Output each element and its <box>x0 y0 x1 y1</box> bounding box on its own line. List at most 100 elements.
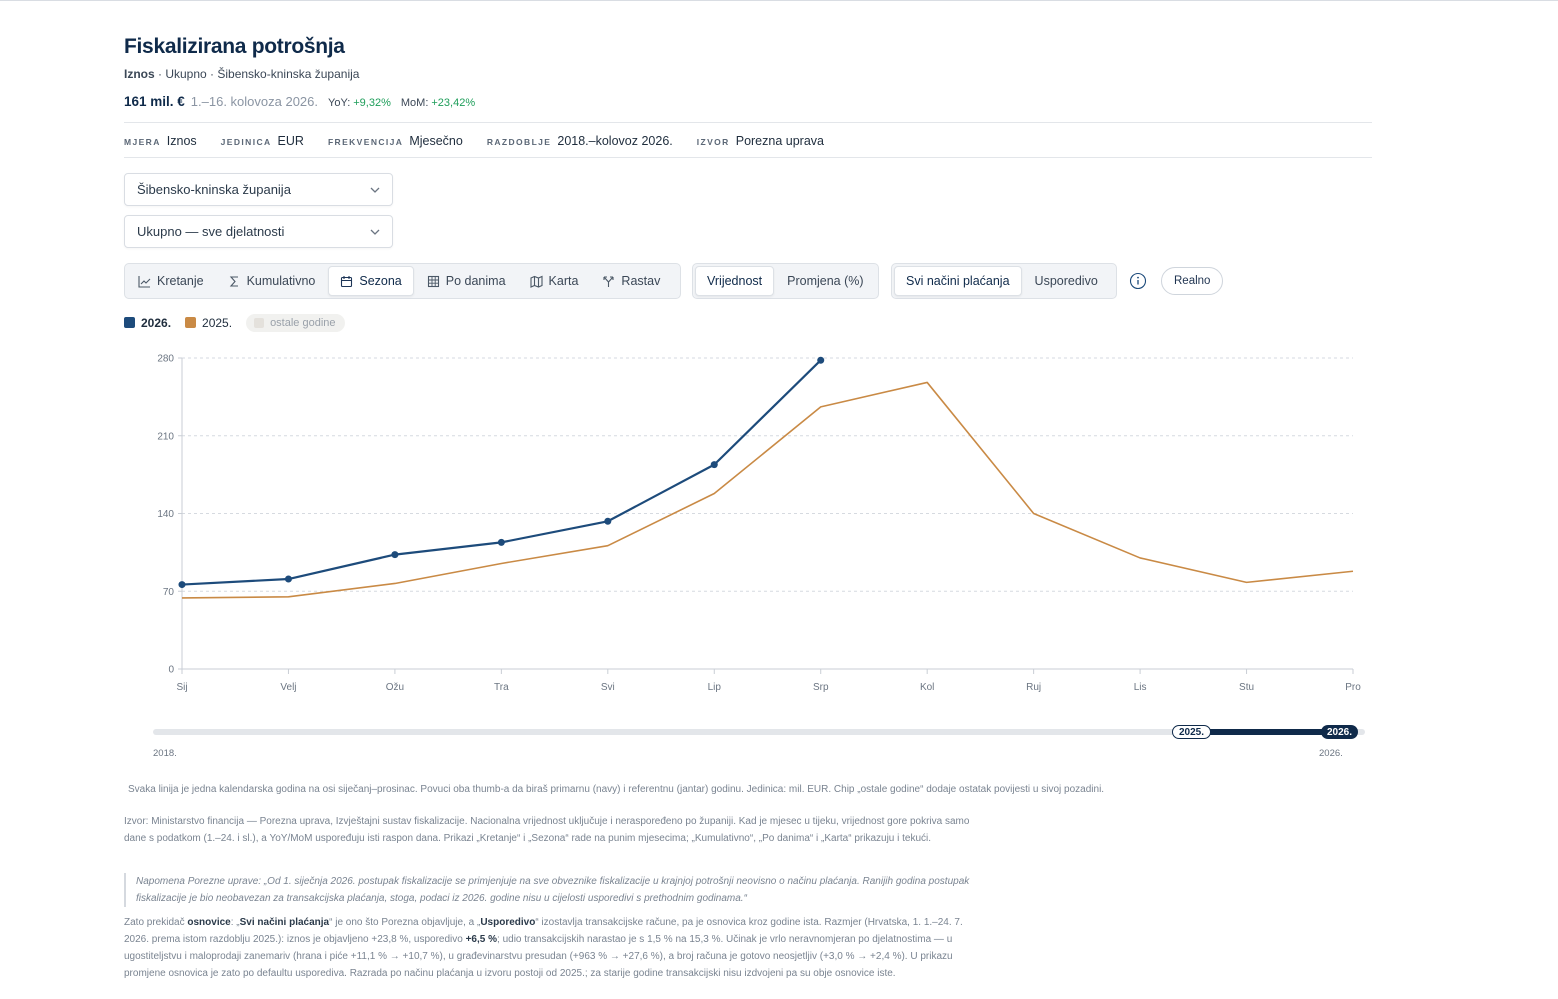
region-select[interactable]: Šibensko-kninska županija <box>124 173 393 206</box>
divider <box>124 122 1372 123</box>
meta-label: MJERA <box>124 137 161 147</box>
divider <box>124 157 1372 158</box>
info-icon[interactable] <box>1129 272 1147 290</box>
text-run: “ izostavlja transakcijske račune, pa je… <box>124 917 963 945</box>
tab-label: Vrijednost <box>707 274 763 288</box>
legend-label: 2026. <box>141 316 172 330</box>
meta-row: MJERA Iznos JEDINICA EUR FREKVENCIJA Mjesečno… <box>124 134 824 148</box>
series-point <box>284 575 292 583</box>
text-run: · Ukupno · Šibensko-kninska županija <box>154 67 360 81</box>
text-run: +6,5 % <box>465 934 498 945</box>
real-button[interactable]: Realno <box>1161 267 1224 295</box>
meta-item: IZVOR Porezna uprava <box>697 134 824 148</box>
meta-item: FREKVENCIJA Mjesečno <box>328 134 463 148</box>
text-run: Iznos <box>124 67 155 81</box>
x-tick-label: Pro <box>1345 682 1361 693</box>
icon <box>229 275 238 287</box>
slider-thumb[interactable]: 2025. <box>1172 725 1212 739</box>
tab-label: Rastav <box>621 274 661 288</box>
tab-label: Karta <box>548 274 579 288</box>
basis-note: Zato prekidač osnovice: „Svi načini plać… <box>124 914 984 982</box>
select-text: Ukupno — sve djelatnosti <box>137 224 285 239</box>
quote: Napomena Porezne uprave: „Od 1. siječnja… <box>124 873 996 907</box>
y-tick-label: 210 <box>157 431 174 442</box>
x-tick-label: Stu <box>1239 682 1254 693</box>
tab[interactable]: Kumulativno <box>217 266 327 296</box>
other-years-chip[interactable]: ostale godine <box>246 314 345 332</box>
tab[interactable]: Usporedivo <box>1024 266 1109 296</box>
meta-label: JEDINICA <box>220 137 272 147</box>
tab-active[interactable]: Svi načini plaćanja <box>894 266 1022 296</box>
meta-value: Porezna uprava <box>735 134 824 148</box>
tab-active[interactable]: Vrijednost <box>695 266 775 296</box>
x-tick-label: Svi <box>601 682 615 693</box>
series-point <box>817 356 825 364</box>
activity-select[interactable]: Ukupno — sve djelatnosti <box>124 215 393 248</box>
text-run: “ je ono što Porezna objavljuje, a „ <box>329 917 481 928</box>
icon <box>138 275 151 288</box>
source-note: Izvor: Ministarstvo financija — Porezna … <box>124 816 970 844</box>
series-point <box>710 461 718 469</box>
caption: Svaka linija je jedna kalendarska godina… <box>128 784 1105 795</box>
tab[interactable]: Rastav <box>591 266 671 296</box>
tab[interactable]: Kretanje <box>127 266 215 296</box>
series-point <box>178 581 186 589</box>
icon <box>603 275 614 287</box>
series-point <box>497 538 505 546</box>
x-tick-label: Ožu <box>386 682 404 693</box>
legend: 2026. 2025. ostale godine <box>124 314 345 332</box>
tab-label: Sezona <box>359 274 402 288</box>
tab[interactable]: Promjena (%) <box>776 266 874 296</box>
slider-start: 2018. <box>153 748 177 759</box>
icon <box>529 275 543 288</box>
value-tabs: Vrijednost Promjena (%) <box>692 263 879 299</box>
slider-thumb[interactable]: 2026. <box>1321 725 1359 739</box>
legend-item: 2026. <box>124 316 171 330</box>
meta-label: IZVOR <box>696 137 730 147</box>
headline-period: 1.–16. kolovoza 2026. <box>190 94 319 109</box>
subtitle: Iznos · Ukupno · Šibensko-kninska župani… <box>124 67 359 81</box>
legend-swatch <box>185 317 197 328</box>
y-tick-label: 70 <box>163 587 175 598</box>
y-tick-label: 140 <box>157 509 174 520</box>
tab-label: Svi načini plaćanja <box>906 274 1010 288</box>
slider-track <box>153 729 1365 735</box>
text-run: osnovice <box>187 917 231 928</box>
tab-label: Usporedivo <box>1034 274 1098 288</box>
x-tick-label: Ruj <box>1026 682 1041 693</box>
y-tick-label: 0 <box>168 665 174 676</box>
chevron <box>370 229 380 235</box>
meta-item: RAZDOBLJE 2018.–kolovoz 2026. <box>487 134 673 148</box>
text-run: ; udio transakcijskih narastao je s 1,5 … <box>124 934 953 979</box>
x-tick-label: Srp <box>813 682 829 693</box>
tab[interactable]: Karta <box>519 266 590 296</box>
tab[interactable]: Po danima <box>416 266 517 296</box>
text-run: Svi načini plaćanja <box>239 917 330 928</box>
x-tick-label: Lis <box>1134 682 1147 693</box>
meta-item: JEDINICA EUR <box>221 134 304 148</box>
tab-label: Kumulativno <box>246 274 316 288</box>
select-text: Šibensko-kninska županija <box>137 182 291 197</box>
chip-label: ostale godine <box>270 317 336 329</box>
meta-value: 2018.–kolovoz 2026. <box>557 134 673 148</box>
mom-value: +23,42% <box>431 97 476 109</box>
x-tick-label: Lip <box>708 682 722 693</box>
meta-value: Mjesečno <box>409 134 463 148</box>
icon <box>341 275 353 287</box>
tab-label: Promjena (%) <box>787 274 864 288</box>
x-tick-label: Tra <box>494 682 509 693</box>
tab-label: Kretanje <box>157 274 204 288</box>
tab-active[interactable]: Sezona <box>328 266 414 296</box>
series-line <box>181 359 822 586</box>
chart: 0 70 140 210 280 Sij Velj Ožu Tra Svi Lip Srp Kol Ruj… <box>157 354 1361 694</box>
headline: 161 mil. € 1.–16. kolovoza 2026. YoY: +9,32… <box>124 94 475 109</box>
series-line <box>181 381 1354 599</box>
legend-label: 2025. <box>202 316 233 330</box>
yoy-label: YoY: <box>328 97 351 109</box>
text-run: : „ <box>230 917 240 928</box>
meta-label: FREKVENCIJA <box>327 137 404 147</box>
meta-item: MJERA Iznos <box>124 134 197 148</box>
legend-swatch <box>124 317 135 328</box>
x-tick-label: Sij <box>176 682 187 693</box>
